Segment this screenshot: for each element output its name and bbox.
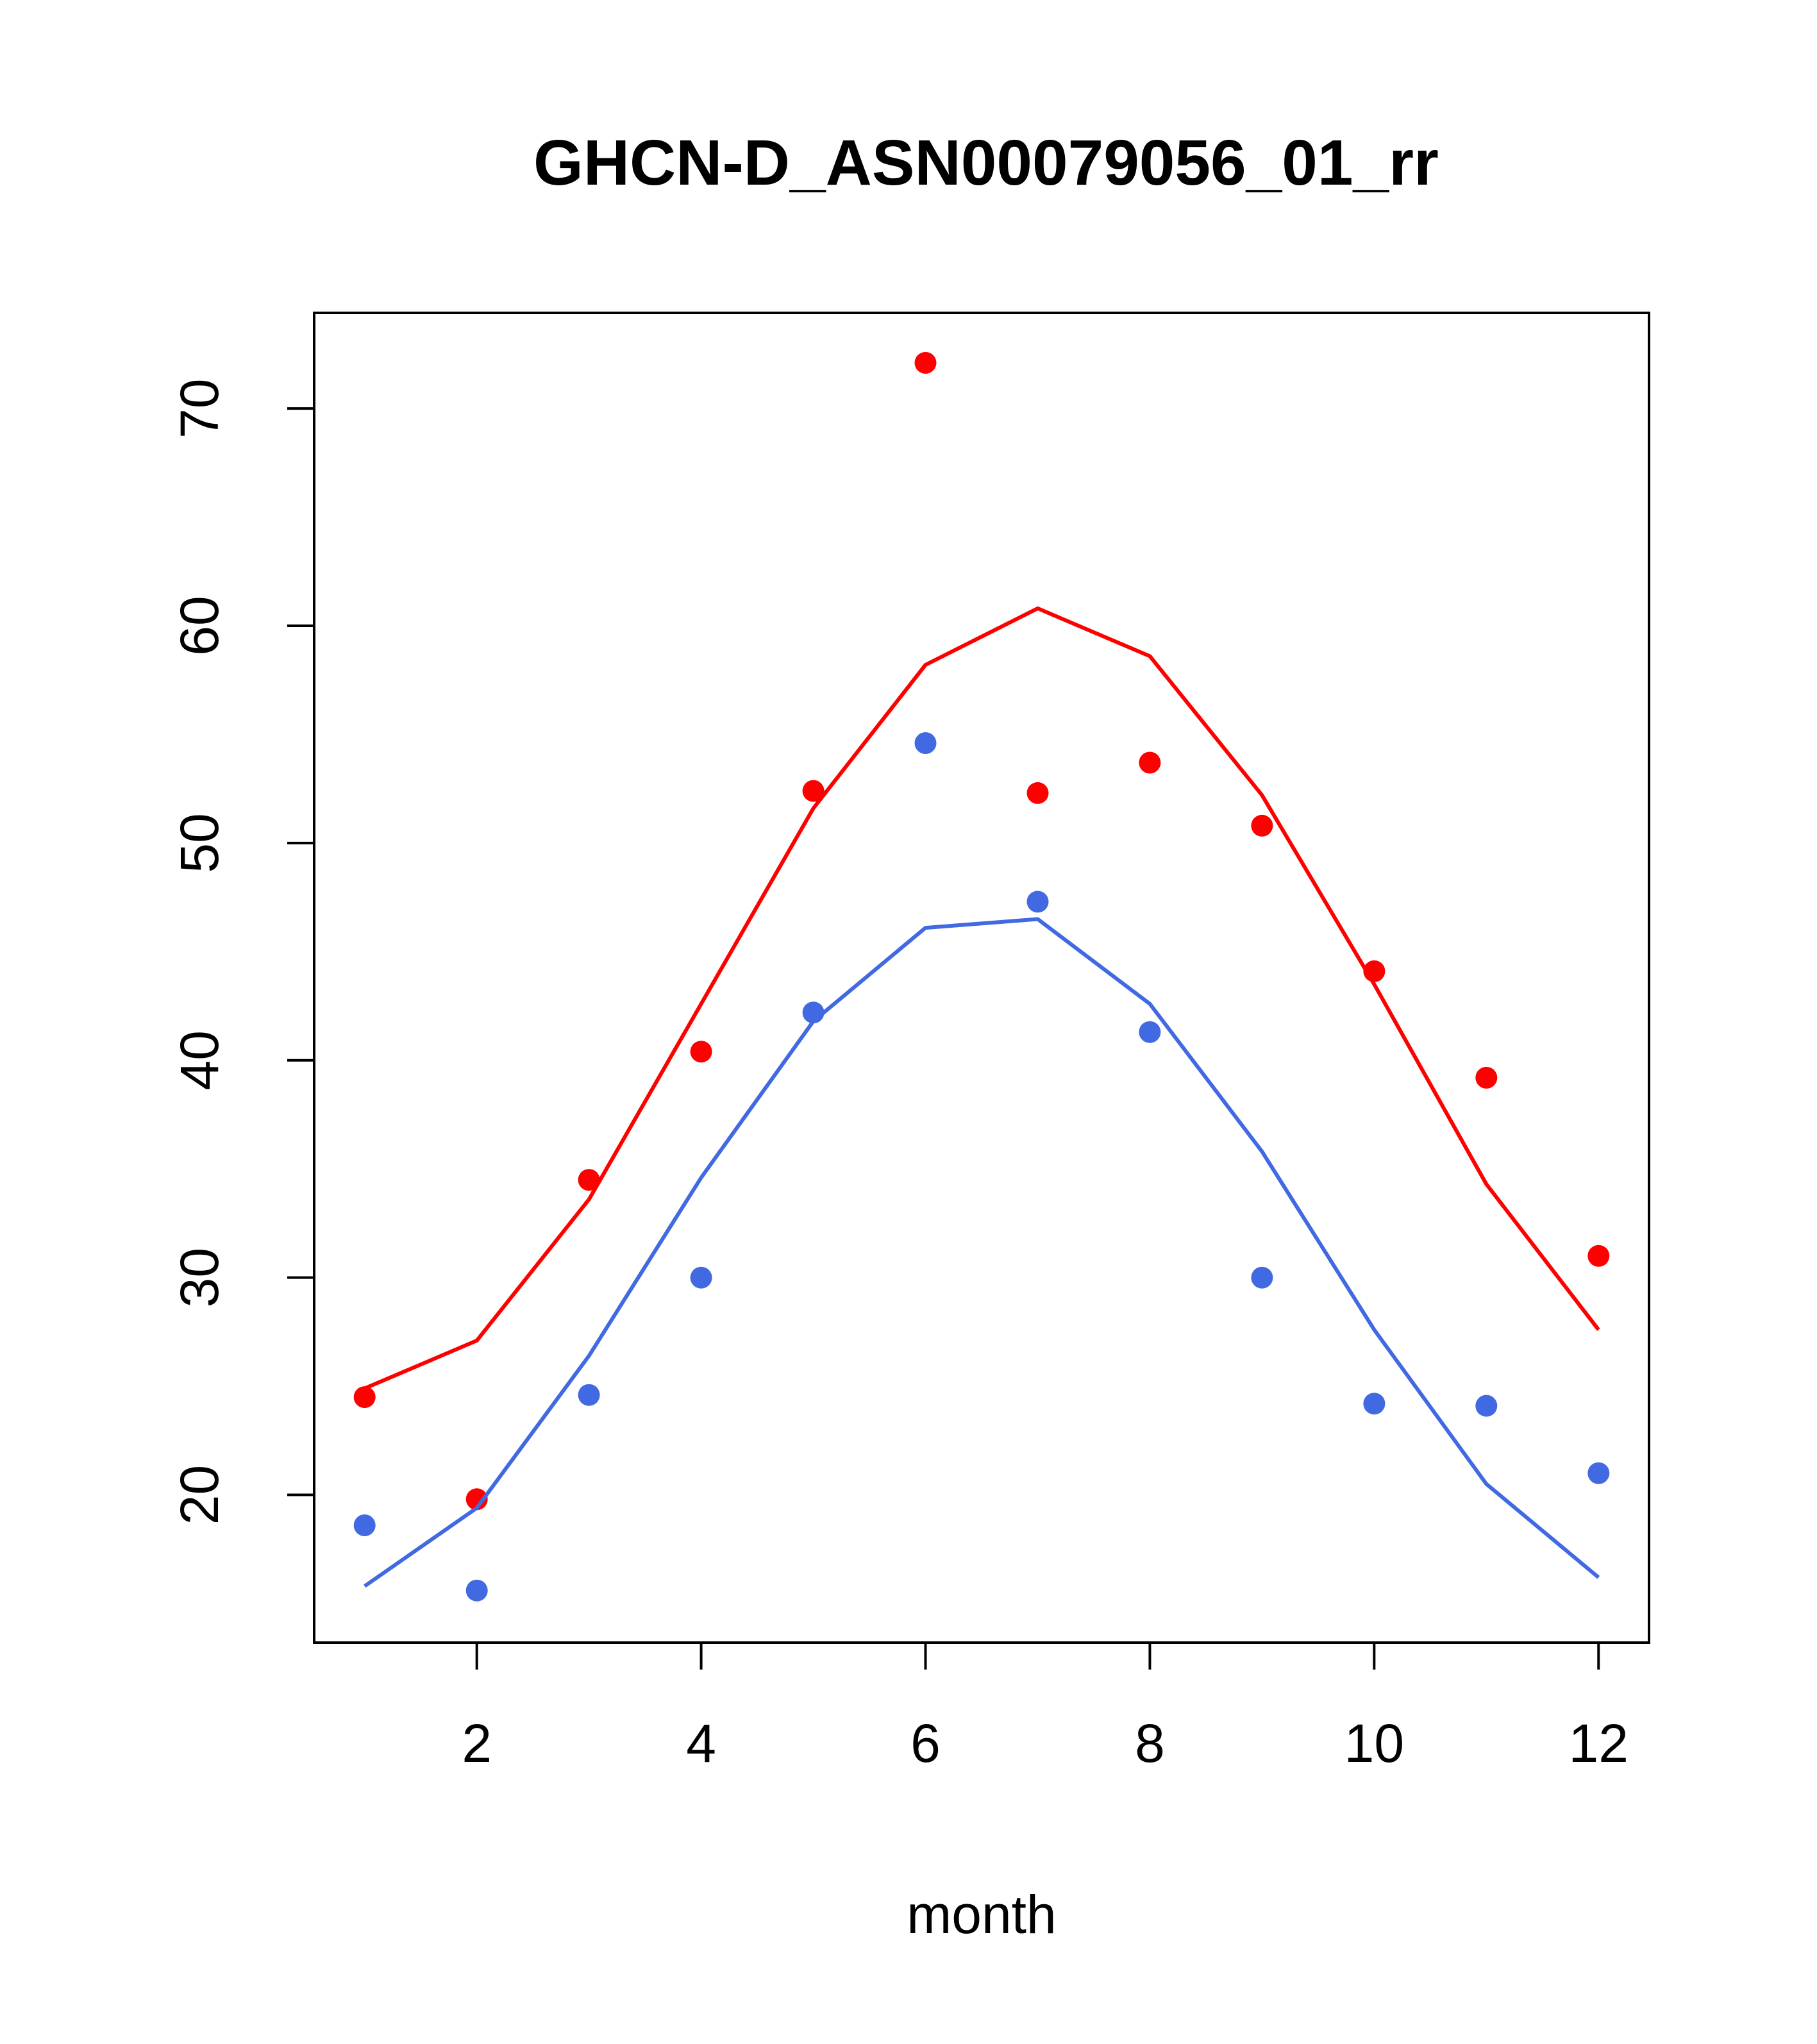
x-axis: 2 4 6 8 10 12 bbox=[462, 1641, 1629, 1773]
red-data-point bbox=[578, 1169, 600, 1191]
blue-data-point bbox=[1139, 1021, 1161, 1043]
red-data-point bbox=[1139, 751, 1161, 774]
y-tick-label: 30 bbox=[169, 1248, 230, 1307]
blue-data-point bbox=[1026, 891, 1049, 913]
blue-data-point bbox=[353, 1514, 376, 1536]
x-axis-label: month bbox=[907, 1884, 1056, 1945]
x-tick-label: 12 bbox=[1569, 1713, 1629, 1773]
red-data-point bbox=[802, 780, 825, 802]
y-tick-label: 50 bbox=[169, 813, 230, 873]
blue-trend-line bbox=[363, 917, 1600, 1588]
blue-data-point bbox=[578, 1384, 600, 1406]
x-tick-label: 8 bbox=[1135, 1713, 1165, 1773]
blue-data-point bbox=[1475, 1395, 1498, 1417]
red-data-point bbox=[1251, 814, 1273, 837]
blue-data-point bbox=[690, 1266, 712, 1289]
y-tick-label: 20 bbox=[169, 1465, 230, 1525]
red-data-point bbox=[1026, 782, 1049, 804]
x-tick-label: 10 bbox=[1344, 1713, 1404, 1773]
y-axis: 20 30 40 50 60 70 bbox=[169, 378, 315, 1525]
x-tick-label: 6 bbox=[910, 1713, 941, 1773]
x-tick-label: 2 bbox=[462, 1713, 492, 1773]
x-tick-label: 4 bbox=[686, 1713, 716, 1773]
red-data-point bbox=[353, 1386, 376, 1409]
blue-data-point bbox=[465, 1579, 488, 1602]
y-tick-label: 70 bbox=[169, 378, 230, 438]
y-tick-label: 60 bbox=[169, 596, 230, 655]
plot-layer bbox=[353, 351, 1610, 1602]
red-data-point bbox=[1587, 1244, 1610, 1267]
blue-data-point bbox=[1587, 1462, 1610, 1484]
red-data-point bbox=[465, 1488, 488, 1511]
red-data-point bbox=[690, 1041, 712, 1063]
red-trend-line bbox=[364, 606, 1600, 1391]
plot-frame bbox=[313, 312, 1650, 1644]
blue-data-point bbox=[1251, 1266, 1273, 1289]
y-tick-label: 40 bbox=[169, 1030, 230, 1090]
red-data-point bbox=[1475, 1066, 1498, 1089]
chart-title: GHCN-D_ASN00079056_01_rr bbox=[533, 127, 1439, 199]
red-data-point bbox=[914, 351, 937, 374]
blue-data-point bbox=[1363, 1393, 1386, 1415]
blue-data-point bbox=[914, 732, 937, 754]
